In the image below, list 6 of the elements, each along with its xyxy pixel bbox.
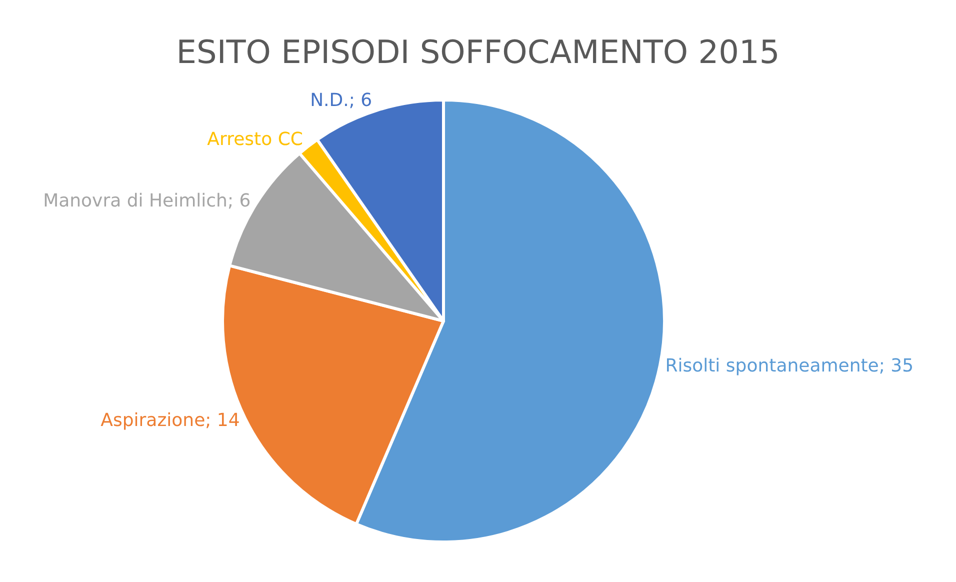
slice-label: Aspirazione; 14 <box>100 410 240 431</box>
slice-label: Manovra di Heimlich; 6 <box>43 190 251 212</box>
slice-label: Arresto CC <box>207 129 303 150</box>
chart-title: ESITO EPISODI SOFFOCAMENTO 2015 <box>176 33 780 72</box>
slice-label: Risolti spontaneamente; 35 <box>665 355 914 376</box>
slice-label: N.D.; 6 <box>310 90 372 112</box>
